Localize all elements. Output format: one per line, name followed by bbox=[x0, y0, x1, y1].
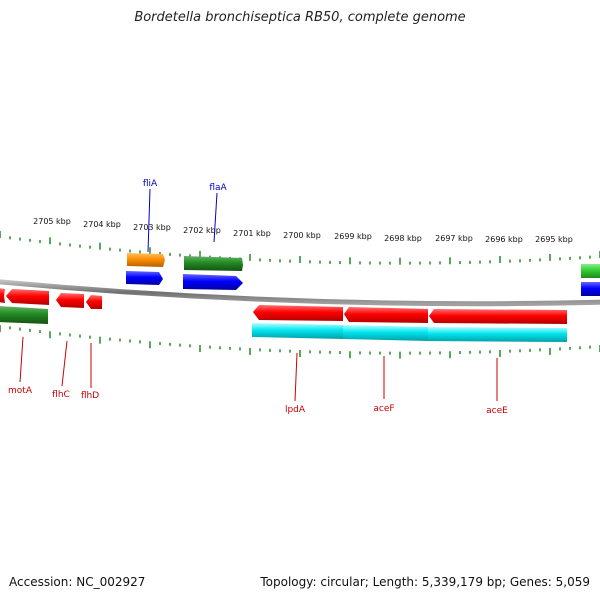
gene-arrow[interactable] bbox=[183, 274, 243, 290]
map-title: Bordetella bronchiseptica RB50, complete… bbox=[134, 10, 466, 25]
gene-label-flaA[interactable]: flaA bbox=[209, 183, 227, 193]
gene-arrow[interactable] bbox=[0, 288, 5, 303]
gene-arrow[interactable] bbox=[344, 307, 428, 323]
gene-arrow[interactable] bbox=[429, 309, 567, 324]
scale-label: 2697 kbp bbox=[435, 234, 473, 243]
gene-label-aceF[interactable]: aceF bbox=[373, 404, 394, 414]
inner-tick-track bbox=[0, 325, 600, 359]
gene-arrow[interactable] bbox=[252, 323, 343, 339]
genome-backbone bbox=[0, 279, 600, 307]
gene-arrow[interactable] bbox=[0, 306, 48, 324]
reverse-gene-labels: motA flhC flhD lpdA aceF aceE bbox=[8, 336, 508, 416]
gene-arrow[interactable] bbox=[581, 264, 600, 278]
scale-label: 2695 kbp bbox=[535, 235, 573, 244]
scale-label: 2702 kbp bbox=[183, 226, 221, 235]
scale-label: 2700 kbp bbox=[283, 231, 321, 240]
gene-arrow[interactable] bbox=[581, 282, 600, 296]
scale-labels: 2705 kbp 2704 kbp 2703 kbp 2702 kbp 2701… bbox=[33, 217, 573, 244]
genome-summary-text: Topology: circular; Length: 5,339,179 bp… bbox=[260, 575, 590, 589]
gene-arrow[interactable] bbox=[253, 305, 343, 321]
gene-arrow[interactable] bbox=[126, 271, 163, 285]
forward-gene-labels: fliA flaA bbox=[143, 179, 228, 253]
scale-label: 2704 kbp bbox=[83, 220, 121, 229]
gene-arrow[interactable] bbox=[127, 253, 165, 267]
accession-text: Accession: NC_002927 bbox=[9, 575, 146, 589]
gene-arrow[interactable] bbox=[428, 327, 567, 342]
scale-label: 2698 kbp bbox=[384, 234, 422, 243]
gene-arrow[interactable] bbox=[6, 289, 49, 305]
scale-label: 2701 kbp bbox=[233, 229, 271, 238]
reverse-strand-genes bbox=[0, 288, 567, 342]
scale-label: 2703 kbp bbox=[133, 223, 171, 232]
gene-arrow[interactable] bbox=[86, 295, 102, 309]
scale-label: 2699 kbp bbox=[334, 232, 372, 241]
gene-label-lpdA[interactable]: lpdA bbox=[285, 405, 306, 415]
scale-label: 2705 kbp bbox=[33, 217, 71, 226]
gene-label-flhD[interactable]: flhD bbox=[81, 391, 99, 401]
gene-label-flhC[interactable]: flhC bbox=[52, 390, 70, 400]
gene-arrow[interactable] bbox=[343, 325, 428, 341]
gene-arrow[interactable] bbox=[184, 256, 243, 271]
gene-label-motA[interactable]: motA bbox=[8, 386, 33, 396]
gene-label-fliA[interactable]: fliA bbox=[143, 179, 158, 189]
scale-label: 2696 kbp bbox=[485, 235, 523, 244]
forward-strand-genes bbox=[126, 253, 600, 296]
gene-arrow[interactable] bbox=[56, 293, 84, 308]
gene-label-aceE[interactable]: aceE bbox=[486, 406, 508, 416]
